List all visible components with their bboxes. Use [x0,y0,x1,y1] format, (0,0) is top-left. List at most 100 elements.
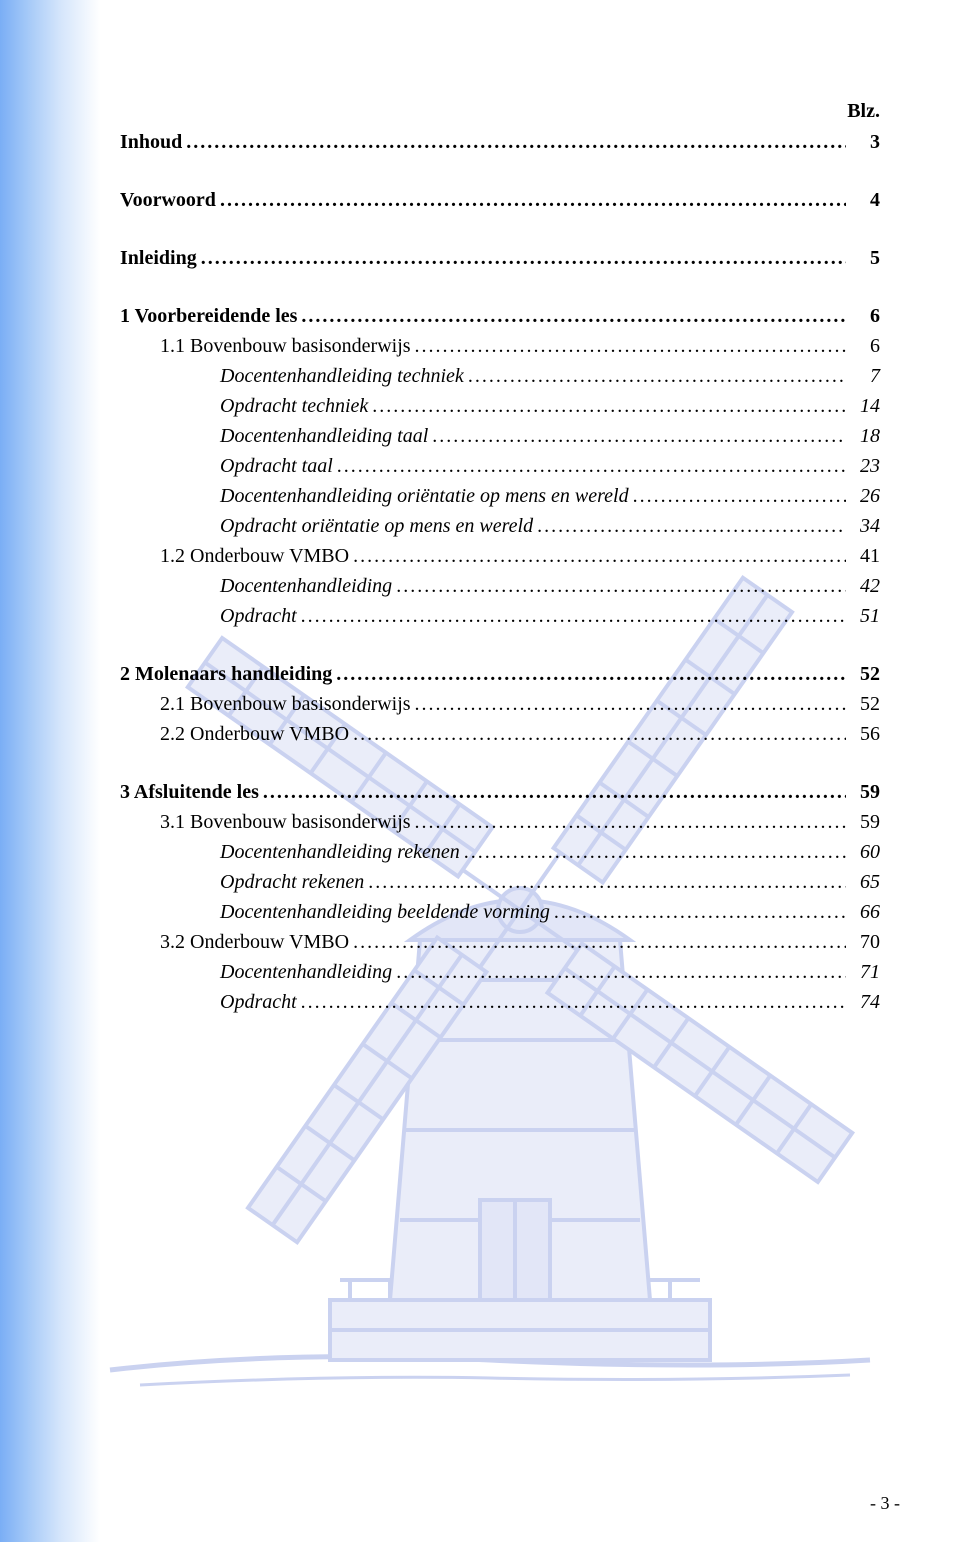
toc-label: 3 Afsluitende les [120,777,259,807]
toc-entry: Opdracht rekenen........................… [120,867,880,897]
toc-page-number: 59 [850,777,880,807]
toc-entry: Docentenhandleiding techniek............… [120,361,880,391]
toc-section-gap [120,157,880,185]
toc-entry: Docentenhandleiding oriëntatie op mens e… [120,481,880,511]
toc-leader-dots: ........................................… [336,659,846,689]
toc-page-number: 6 [850,301,880,331]
toc-label: 2 Molenaars handleiding [120,659,332,689]
toc-label: Docentenhandleiding beeldende vorming [220,897,550,927]
toc-entry: 3.2 Onderbouw VMBO......................… [120,927,880,957]
toc-leader-dots: ........................................… [396,957,846,987]
toc-leader-dots: ........................................… [337,451,846,481]
toc-entry: Docentenhandleiding.....................… [120,957,880,987]
toc-label: 1.1 Bovenbouw basisonderwijs [160,331,411,361]
toc-entry: Inhoud..................................… [120,127,880,157]
toc-entry: 3.1 Bovenbouw basisonderwijs............… [120,807,880,837]
toc-page-number: 14 [850,391,880,421]
toc-label: Docentenhandleiding rekenen [220,837,460,867]
toc-section-gap [120,749,880,777]
page-number: - 3 - [870,1493,900,1514]
toc-page-number: 70 [850,927,880,957]
toc-content: Blz. Inhoud.............................… [0,0,960,1017]
toc-page-number: 51 [850,601,880,631]
toc-label: 3.2 Onderbouw VMBO [160,927,349,957]
toc-label: Opdracht techniek [220,391,368,421]
toc-entry: Opdracht................................… [120,601,880,631]
toc-entry: 2.1 Bovenbouw basisonderwijs............… [120,689,880,719]
toc-leader-dots: ........................................… [301,301,846,331]
toc-section-gap [120,273,880,301]
toc-leader-dots: ........................................… [368,867,846,897]
toc-list: Inhoud..................................… [120,127,880,1017]
toc-page-number: 34 [850,511,880,541]
toc-page-number: 4 [850,185,880,215]
toc-leader-dots: ........................................… [301,601,846,631]
toc-leader-dots: ........................................… [301,987,846,1017]
toc-page-number: 5 [850,243,880,273]
toc-entry: Opdracht techniek.......................… [120,391,880,421]
toc-leader-dots: ........................................… [633,481,846,511]
toc-page-number: 52 [850,659,880,689]
toc-label: Inleiding [120,243,197,273]
toc-page-number: 23 [850,451,880,481]
toc-page-number: 74 [850,987,880,1017]
toc-section-gap [120,631,880,659]
toc-label: Opdracht [220,987,297,1017]
page-column-header: Blz. [120,100,880,123]
toc-leader-dots: ........................................… [263,777,846,807]
toc-leader-dots: ........................................… [464,837,846,867]
toc-label: Docentenhandleiding [220,571,392,601]
toc-leader-dots: ........................................… [537,511,846,541]
toc-label: Opdracht oriëntatie op mens en wereld [220,511,533,541]
toc-entry: Voorwoord...............................… [120,185,880,215]
toc-entry: Opdracht taal...........................… [120,451,880,481]
toc-entry: Opdracht................................… [120,987,880,1017]
toc-page-number: 42 [850,571,880,601]
toc-entry: Opdracht oriëntatie op mens en wereld...… [120,511,880,541]
toc-leader-dots: ........................................… [468,361,846,391]
toc-leader-dots: ........................................… [353,541,846,571]
toc-leader-dots: ........................................… [415,689,846,719]
toc-label: Voorwoord [120,185,216,215]
toc-entry: 2 Molenaars handleiding.................… [120,659,880,689]
toc-entry: Docentenhandleiding beeldende vorming...… [120,897,880,927]
toc-leader-dots: ........................................… [372,391,846,421]
toc-leader-dots: ........................................… [353,719,846,749]
toc-page-number: 3 [850,127,880,157]
toc-page-number: 6 [850,331,880,361]
toc-label: 2.2 Onderbouw VMBO [160,719,349,749]
toc-page-number: 71 [850,957,880,987]
toc-leader-dots: ........................................… [186,127,846,157]
toc-leader-dots: ........................................… [396,571,846,601]
toc-label: Inhoud [120,127,182,157]
toc-leader-dots: ........................................… [432,421,846,451]
toc-page-number: 59 [850,807,880,837]
toc-entry: Inleiding...............................… [120,243,880,273]
toc-page-number: 65 [850,867,880,897]
toc-label: 1.2 Onderbouw VMBO [160,541,349,571]
toc-label: Opdracht rekenen [220,867,364,897]
toc-entry: Docentenhandleiding.....................… [120,571,880,601]
toc-page-number: 52 [850,689,880,719]
toc-page-number: 60 [850,837,880,867]
toc-entry: 1.2 Onderbouw VMBO......................… [120,541,880,571]
toc-entry: 1.1 Bovenbouw basisonderwijs............… [120,331,880,361]
toc-entry: 1 Voorbereidende les....................… [120,301,880,331]
toc-page-number: 26 [850,481,880,511]
toc-entry: 2.2 Onderbouw VMBO......................… [120,719,880,749]
toc-leader-dots: ........................................… [201,243,846,273]
toc-page-number: 66 [850,897,880,927]
toc-page-number: 41 [850,541,880,571]
toc-label: 1 Voorbereidende les [120,301,297,331]
toc-leader-dots: ........................................… [220,185,846,215]
toc-label: Opdracht taal [220,451,333,481]
toc-page-number: 56 [850,719,880,749]
toc-label: 2.1 Bovenbouw basisonderwijs [160,689,411,719]
toc-leader-dots: ........................................… [415,807,846,837]
toc-label: Docentenhandleiding [220,957,392,987]
toc-page-number: 7 [850,361,880,391]
toc-label: 3.1 Bovenbouw basisonderwijs [160,807,411,837]
toc-label: Docentenhandleiding techniek [220,361,464,391]
toc-label: Docentenhandleiding oriëntatie op mens e… [220,481,629,511]
toc-page-number: 18 [850,421,880,451]
